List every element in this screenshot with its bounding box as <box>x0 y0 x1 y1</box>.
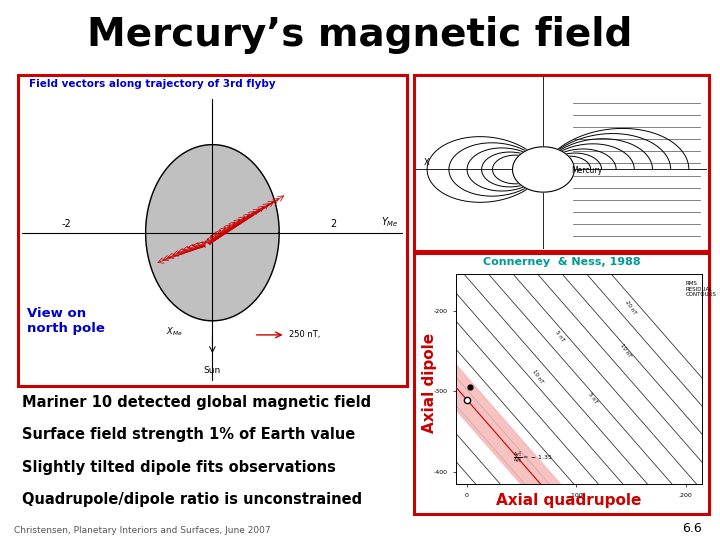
Text: View on
north pole: View on north pole <box>27 307 104 335</box>
Text: Axial quadrupole: Axial quadrupole <box>496 492 642 508</box>
Text: 10 nT: 10 nT <box>531 369 544 384</box>
Polygon shape <box>145 145 279 321</box>
Text: Sun: Sun <box>204 366 221 375</box>
Text: Quadrupole/dipole ratio is unconstrained: Quadrupole/dipole ratio is unconstrained <box>22 492 361 507</box>
Text: 2: 2 <box>330 219 336 229</box>
Text: Christensen, Planetary Interiors and Surfaces, June 2007: Christensen, Planetary Interiors and Sur… <box>14 525 271 535</box>
Text: Slightly tilted dipole fits observations: Slightly tilted dipole fits observations <box>22 460 336 475</box>
Text: 10 nT: 10 nT <box>619 343 631 359</box>
Bar <box>18 75 407 386</box>
Text: $Y_{Me}$: $Y_{Me}$ <box>381 215 399 229</box>
Text: 5 nT: 5 nT <box>587 392 598 404</box>
Text: Axial dipole: Axial dipole <box>423 333 437 434</box>
Text: Mariner 10 detected global magnetic field: Mariner 10 detected global magnetic fiel… <box>22 395 371 410</box>
Text: X: X <box>423 158 429 167</box>
Text: $\frac{\Delta g_1^0}{\Delta g_2^0} = -1.35$: $\frac{\Delta g_1^0}{\Delta g_2^0} = -1.… <box>513 449 552 466</box>
Text: 20 nT: 20 nT <box>624 300 637 316</box>
Text: Field vectors along trajectory of 3rd flyby: Field vectors along trajectory of 3rd fl… <box>29 79 276 89</box>
Text: 250 nT,: 250 nT, <box>289 330 320 340</box>
Text: Surface field strength 1% of Earth value: Surface field strength 1% of Earth value <box>22 427 355 442</box>
Text: Mercury’s magnetic field: Mercury’s magnetic field <box>87 16 633 54</box>
Text: Connerney  & Ness, 1988: Connerney & Ness, 1988 <box>483 257 640 267</box>
Text: 5 nT: 5 nT <box>554 329 565 342</box>
Text: -2: -2 <box>61 219 71 229</box>
Polygon shape <box>513 147 575 192</box>
Bar <box>414 75 709 251</box>
Text: $X_{Me}$: $X_{Me}$ <box>166 326 182 339</box>
Bar <box>414 253 709 514</box>
Text: RMS
RESIDUAL
CONTOURS: RMS RESIDUAL CONTOURS <box>685 281 716 298</box>
Text: 6.6: 6.6 <box>683 522 702 535</box>
Text: Mercury: Mercury <box>572 166 603 176</box>
